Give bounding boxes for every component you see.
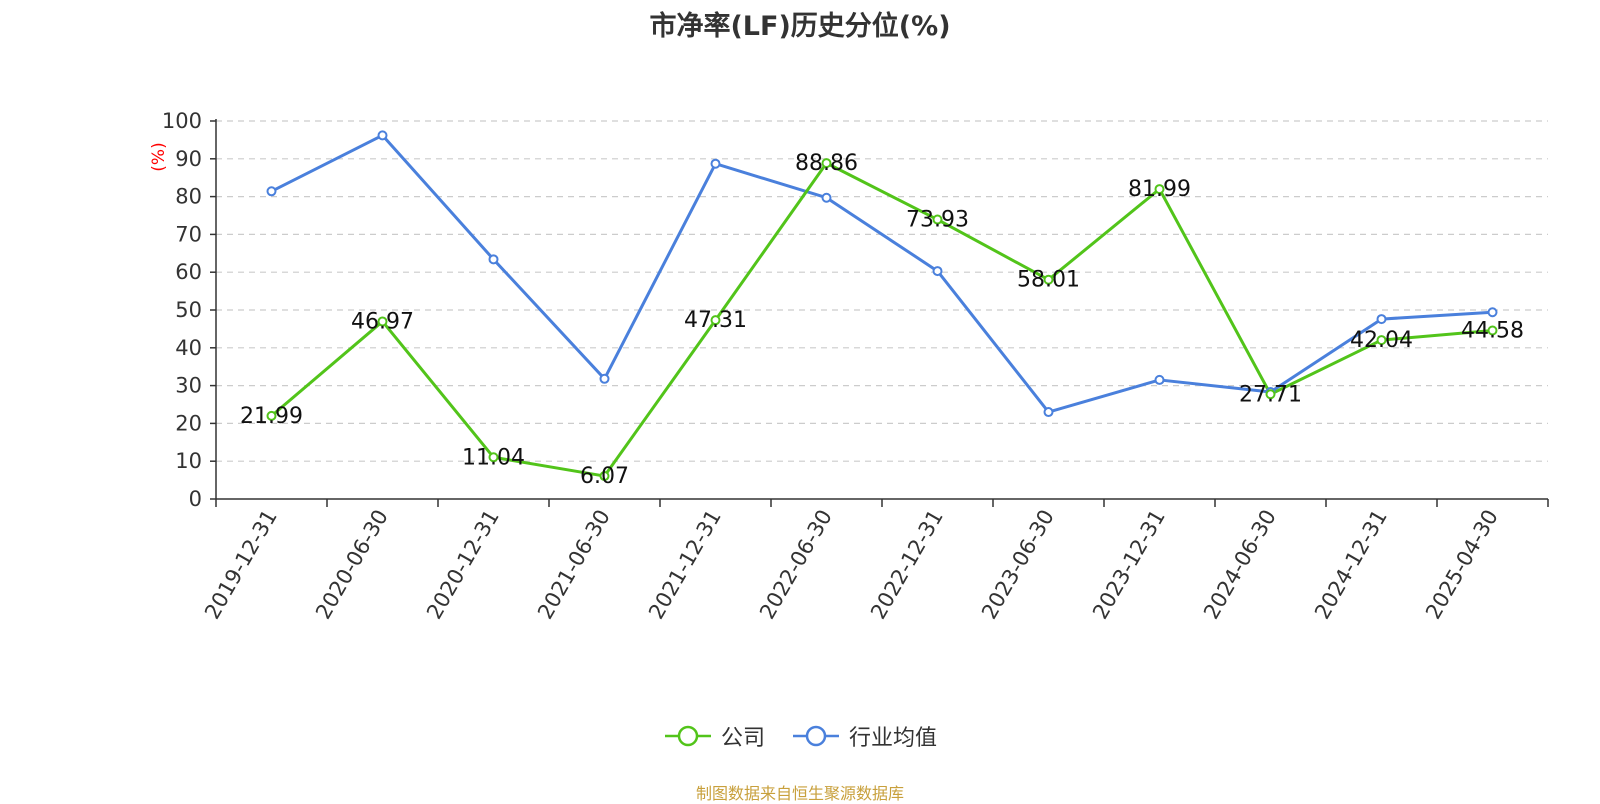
legend-marker-icon bbox=[793, 725, 839, 747]
x-tick-label: 2020-12-31 bbox=[422, 506, 504, 624]
data-point bbox=[599, 471, 610, 482]
x-tick-label: 2019-12-31 bbox=[200, 506, 282, 624]
data-point bbox=[1265, 389, 1276, 400]
y-tick-label: 60 bbox=[175, 260, 202, 284]
data-point bbox=[488, 254, 499, 265]
x-tick-label: 2021-06-30 bbox=[533, 506, 615, 624]
legend: 公司 行业均值 bbox=[0, 720, 1600, 752]
data-point bbox=[599, 373, 610, 384]
data-label: 44.58 bbox=[1461, 318, 1524, 343]
x-tick-label: 2022-06-30 bbox=[755, 506, 837, 624]
series-line-company bbox=[270, 161, 1493, 478]
x-tick-label: 2020-06-30 bbox=[311, 506, 393, 624]
legend-label: 行业均值 bbox=[849, 726, 938, 751]
y-tick-label: 20 bbox=[175, 411, 202, 435]
series-line-industry-average bbox=[270, 133, 1493, 414]
y-tick-label: 10 bbox=[175, 449, 202, 473]
y-tick-label: 70 bbox=[175, 222, 202, 246]
data-point bbox=[1487, 325, 1498, 336]
data-point bbox=[821, 158, 832, 169]
data-point bbox=[377, 130, 388, 141]
data-point bbox=[1043, 407, 1054, 418]
legend-item-company[interactable]: 公司 bbox=[663, 720, 765, 752]
data-point bbox=[266, 186, 277, 197]
data-point bbox=[1043, 274, 1054, 285]
data-point bbox=[1376, 335, 1387, 346]
y-tick-label: 40 bbox=[175, 336, 202, 360]
series-lines bbox=[266, 130, 1498, 482]
data-point bbox=[710, 315, 721, 326]
x-tick-label: 2023-06-30 bbox=[977, 506, 1059, 624]
data-point bbox=[932, 214, 943, 225]
y-axis-label: (%) bbox=[149, 142, 169, 171]
axes: 0 10 20 30 40 50 60 70 80 90 100 (%) 2019-12-31 2020-… bbox=[149, 109, 1549, 624]
data-label: 58.01 bbox=[1017, 268, 1080, 293]
y-tick-label: 50 bbox=[175, 298, 202, 322]
x-tick-label: 2023-12-31 bbox=[1088, 506, 1170, 624]
legend-item-industry-average[interactable]: 行业均值 bbox=[791, 720, 937, 752]
data-point bbox=[1376, 314, 1387, 325]
data-point bbox=[710, 158, 721, 169]
y-tick-label: 30 bbox=[175, 374, 202, 398]
data-point bbox=[1154, 374, 1165, 385]
legend-label: 公司 bbox=[720, 726, 765, 751]
data-label: 73.93 bbox=[906, 208, 969, 233]
grid-lines bbox=[216, 120, 1548, 462]
y-tick-label: 80 bbox=[175, 185, 202, 209]
data-label: 27.71 bbox=[1239, 382, 1302, 407]
x-tick-label: 2024-06-30 bbox=[1199, 506, 1281, 624]
data-label: 88.86 bbox=[795, 151, 858, 176]
data-label: 46.97 bbox=[351, 309, 414, 334]
data-point bbox=[488, 452, 499, 463]
x-tick-label: 2024-12-31 bbox=[1310, 506, 1392, 624]
x-tick-label: 2022-12-31 bbox=[866, 506, 948, 624]
data-point bbox=[1487, 307, 1498, 318]
data-point bbox=[266, 410, 277, 421]
data-point bbox=[821, 192, 832, 203]
data-point bbox=[932, 266, 943, 277]
x-tick-label: 2025-04-30 bbox=[1421, 506, 1503, 624]
data-point bbox=[377, 316, 388, 327]
data-label: 6.07 bbox=[580, 464, 629, 489]
data-label: 42.04 bbox=[1350, 328, 1413, 353]
data-point bbox=[1154, 184, 1165, 195]
data-labels: 21.99 46.97 11.04 6.07 47.31 88.86 73.93 58.01 8… bbox=[240, 151, 1524, 489]
y-tick-label: 0 bbox=[189, 487, 202, 511]
data-label: 81.99 bbox=[1128, 177, 1191, 202]
data-label: 11.04 bbox=[462, 445, 525, 470]
x-tick-label: 2021-12-31 bbox=[644, 506, 726, 624]
chart-title: 市净率(LF)历史分位(%) bbox=[649, 11, 951, 42]
data-label: 47.31 bbox=[684, 308, 747, 333]
source-note: 制图数据来自恒生聚源数据库 bbox=[695, 784, 904, 803]
y-tick-label: 100 bbox=[162, 109, 202, 133]
y-tick-label: 90 bbox=[175, 147, 202, 171]
legend-marker-icon bbox=[664, 725, 711, 747]
data-label: 21.99 bbox=[240, 404, 303, 429]
